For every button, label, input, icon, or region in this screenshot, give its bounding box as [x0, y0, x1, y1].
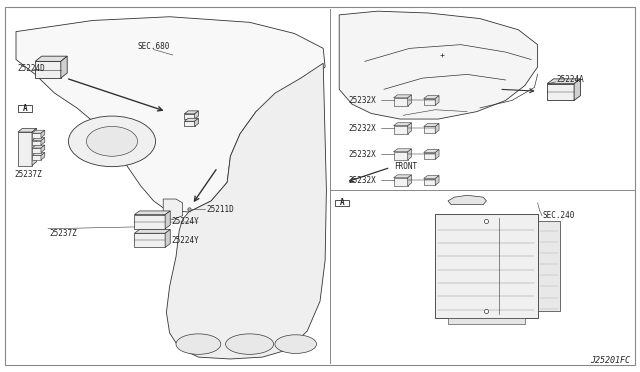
Polygon shape: [163, 199, 182, 219]
Polygon shape: [435, 150, 439, 159]
Polygon shape: [408, 175, 412, 186]
Polygon shape: [32, 133, 41, 138]
Polygon shape: [408, 123, 412, 134]
Polygon shape: [16, 17, 325, 212]
Polygon shape: [166, 63, 326, 359]
Polygon shape: [394, 126, 408, 134]
Bar: [435, 214, 538, 318]
Polygon shape: [339, 11, 538, 119]
Polygon shape: [448, 195, 486, 205]
Polygon shape: [394, 149, 412, 152]
Polygon shape: [32, 128, 36, 166]
Polygon shape: [134, 211, 170, 215]
Ellipse shape: [176, 334, 221, 354]
Polygon shape: [134, 230, 170, 233]
Polygon shape: [134, 233, 165, 247]
Polygon shape: [32, 145, 45, 148]
Polygon shape: [165, 211, 170, 229]
Polygon shape: [32, 148, 41, 153]
Text: 25232X: 25232X: [349, 124, 376, 133]
Polygon shape: [195, 111, 198, 119]
Text: 25224Y: 25224Y: [172, 217, 199, 226]
Polygon shape: [394, 152, 408, 160]
Polygon shape: [32, 130, 45, 133]
Polygon shape: [424, 153, 435, 159]
Polygon shape: [32, 138, 45, 141]
Polygon shape: [41, 153, 45, 160]
Polygon shape: [394, 175, 412, 178]
Polygon shape: [41, 130, 45, 138]
Circle shape: [68, 116, 156, 167]
Polygon shape: [41, 145, 45, 153]
Ellipse shape: [275, 335, 317, 353]
Polygon shape: [408, 149, 412, 160]
Polygon shape: [165, 230, 170, 247]
Text: J25201FC: J25201FC: [590, 356, 630, 365]
Polygon shape: [424, 150, 439, 153]
Polygon shape: [41, 138, 45, 145]
Polygon shape: [424, 179, 435, 185]
Text: 25224Y: 25224Y: [172, 236, 199, 245]
Text: A: A: [22, 104, 28, 113]
Text: 25237Z: 25237Z: [14, 170, 42, 179]
Polygon shape: [435, 96, 439, 105]
Polygon shape: [184, 121, 195, 126]
Text: 25237Z: 25237Z: [50, 229, 77, 238]
Text: 25224D: 25224D: [18, 64, 45, 73]
Polygon shape: [424, 176, 439, 179]
Polygon shape: [32, 141, 41, 145]
Polygon shape: [547, 84, 574, 100]
Text: FRONT: FRONT: [394, 162, 417, 171]
Polygon shape: [574, 79, 580, 100]
Text: 25232X: 25232X: [349, 150, 376, 159]
Text: 25224A: 25224A: [557, 76, 584, 84]
Polygon shape: [424, 124, 439, 126]
Polygon shape: [424, 96, 439, 99]
Bar: [538, 221, 560, 311]
Polygon shape: [18, 128, 36, 132]
Text: SEC.240: SEC.240: [543, 211, 575, 220]
Polygon shape: [184, 111, 198, 114]
Ellipse shape: [226, 334, 274, 354]
Polygon shape: [35, 61, 61, 78]
Polygon shape: [547, 79, 580, 84]
Polygon shape: [184, 118, 198, 121]
Polygon shape: [195, 118, 198, 126]
Polygon shape: [35, 56, 67, 61]
Polygon shape: [61, 56, 67, 78]
Polygon shape: [184, 114, 195, 119]
Polygon shape: [134, 215, 165, 229]
Circle shape: [86, 126, 138, 156]
Bar: [335, 199, 349, 206]
Polygon shape: [394, 178, 408, 186]
Polygon shape: [424, 126, 435, 133]
Polygon shape: [18, 132, 32, 166]
Polygon shape: [394, 98, 408, 106]
Text: SEC.680: SEC.680: [138, 42, 170, 51]
Polygon shape: [435, 176, 439, 185]
Bar: [18, 105, 32, 112]
Text: 25232X: 25232X: [349, 176, 376, 185]
Text: A: A: [340, 199, 345, 208]
Polygon shape: [435, 124, 439, 133]
Text: 25232X: 25232X: [349, 96, 376, 105]
Polygon shape: [32, 153, 45, 155]
Text: 25211D: 25211D: [206, 205, 234, 214]
Polygon shape: [394, 123, 412, 126]
Polygon shape: [424, 99, 435, 105]
Polygon shape: [394, 95, 412, 98]
Polygon shape: [408, 95, 412, 106]
Polygon shape: [32, 155, 41, 160]
Polygon shape: [448, 318, 525, 324]
